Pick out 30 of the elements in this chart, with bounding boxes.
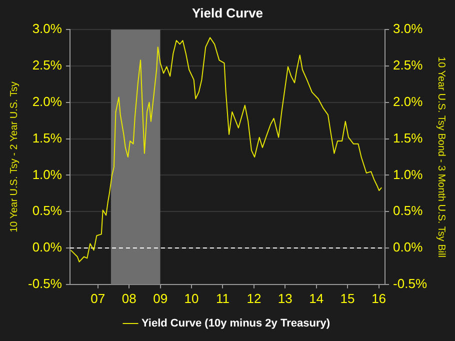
y2-tick-label: 0.0% (393, 240, 424, 255)
y2-tick-label: 1.0% (393, 166, 424, 182)
y2-tick-label: 2.5% (393, 58, 424, 73)
x-tick-label: 14 (309, 290, 324, 306)
y-tick-label: 1.0% (32, 166, 62, 182)
x-tick-label: 12 (246, 290, 262, 306)
x-tick-label: 10 (184, 290, 199, 306)
legend-label: Yield Curve (10y minus 2y Treasury) (141, 318, 330, 330)
y-tick-label: 3.0% (32, 21, 62, 36)
y-tick-label: 0.5% (32, 203, 62, 218)
y2-tick-label: 1.5% (393, 130, 424, 146)
chart-title: Yield Curve (192, 5, 264, 20)
x-tick-label: 13 (278, 290, 292, 306)
y-tick-label: 2.0% (32, 94, 62, 109)
x-tick-label: 11 (216, 290, 230, 306)
y-axis-title: 10 Year U.S. Tsy - 2 Year U.S. Tsy (8, 82, 20, 232)
y2-tick-label: 2.0% (393, 94, 424, 109)
x-tick-label: 08 (122, 290, 136, 306)
x-tick-label: 16 (372, 290, 386, 306)
y-tick-label: -0.5% (28, 276, 62, 291)
y-tick-label: 2.5% (32, 58, 62, 73)
y2-tick-label: -0.5% (393, 276, 428, 291)
y-tick-label: 0.0% (32, 240, 62, 255)
x-tick-label: 09 (153, 290, 168, 306)
y2-tick-label: 0.5% (393, 203, 424, 218)
y2-axis-title: 10 Year U.S. Tsy Bond - 3 Month U.S. Tsy Bill (435, 56, 446, 258)
y2-tick-label: 3.0% (393, 21, 424, 36)
x-tick-label: 07 (90, 290, 106, 306)
y-tick-label: 1.5% (32, 130, 62, 146)
x-tick-label: 15 (340, 290, 355, 306)
